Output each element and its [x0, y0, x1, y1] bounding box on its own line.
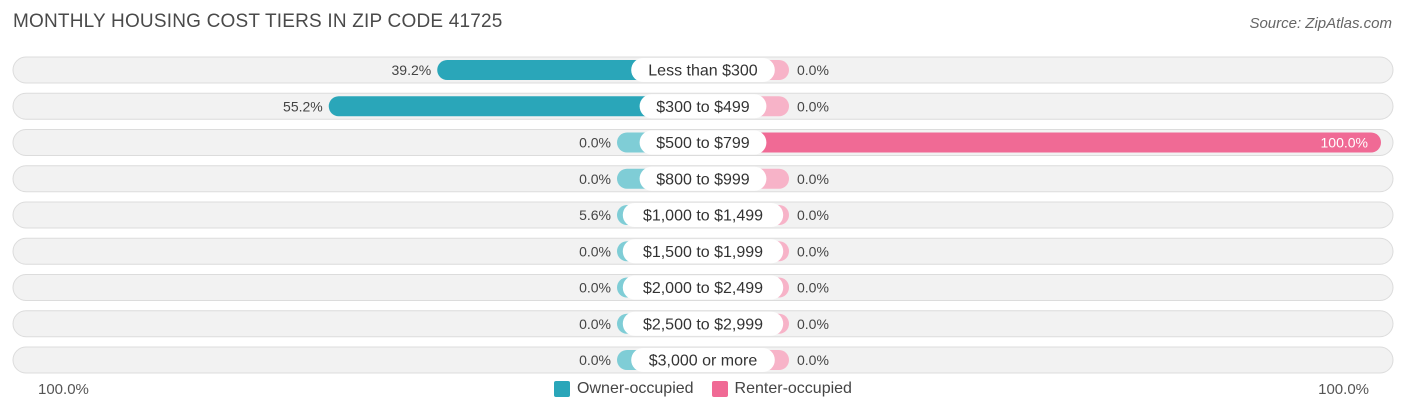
owner-value-label: 0.0%: [579, 316, 611, 332]
source-label: Source: ZipAtlas.com: [1249, 15, 1392, 32]
legend-item-owner[interactable]: Owner-occupied: [554, 380, 694, 398]
owner-value-label: 0.0%: [579, 280, 611, 296]
category-label: $500 to $799: [656, 135, 750, 152]
owner-value-label: 0.0%: [579, 171, 611, 187]
category-pill: [639, 94, 767, 119]
renter-value-label: 0.0%: [797, 171, 829, 187]
category-pill: [622, 239, 784, 264]
axis-left-label: 100.0%: [38, 381, 89, 398]
owner-value-label: 5.6%: [579, 207, 611, 223]
category-pill: [639, 166, 767, 191]
renter-bar: [703, 132, 1381, 153]
owner-value-label: 0.0%: [579, 135, 611, 151]
legend-renter-label: Renter-occupied: [734, 380, 852, 397]
owner-value-label: 0.0%: [579, 243, 611, 259]
category-label: $300 to $499: [656, 99, 750, 116]
legend-owner-label: Owner-occupied: [577, 380, 694, 397]
category-pill: [622, 275, 784, 300]
category-label: $1,500 to $1,999: [643, 244, 763, 261]
owner-value-label: 0.0%: [579, 352, 611, 368]
renter-value-label: 0.0%: [797, 62, 829, 78]
renter-value-label: 0.0%: [797, 243, 829, 259]
owner-value-label: 39.2%: [392, 62, 432, 78]
renter-value-label: 0.0%: [797, 98, 829, 114]
owner-bar: [328, 96, 703, 117]
category-pill: [631, 348, 775, 372]
renter-value-label: 0.0%: [797, 352, 829, 368]
axis-right-label: 100.0%: [1318, 381, 1369, 398]
renter-value-label: 0.0%: [797, 280, 829, 296]
category-label: $2,000 to $2,499: [643, 280, 763, 297]
category-label: $1,000 to $1,499: [643, 208, 763, 225]
legend: Owner-occupied Renter-occupied: [0, 380, 1406, 398]
category-label: Less than $300: [648, 63, 758, 80]
category-label: $800 to $999: [656, 171, 750, 188]
renter-swatch: [711, 381, 728, 397]
category-pill: [622, 203, 784, 227]
renter-value-label: 0.0%: [797, 316, 829, 332]
legend-item-renter[interactable]: Renter-occupied: [711, 380, 852, 398]
chart-title: MONTHLY HOUSING COST TIERS IN ZIP CODE 4…: [13, 11, 503, 32]
category-pill: [631, 58, 775, 82]
chart-canvas: Less than $300 39.2% 0.0% $300 to $499 55.2%…: [12, 56, 1394, 374]
renter-value-label: 0.0%: [797, 207, 829, 223]
owner-swatch: [554, 381, 571, 397]
category-label: $2,500 to $2,999: [643, 316, 763, 333]
category-pill: [622, 311, 784, 336]
owner-value-label: 55.2%: [283, 98, 323, 114]
category-label: $3,000 or more: [649, 353, 758, 370]
category-pill: [639, 130, 767, 155]
renter-value-label: 100.0%: [1321, 135, 1368, 151]
